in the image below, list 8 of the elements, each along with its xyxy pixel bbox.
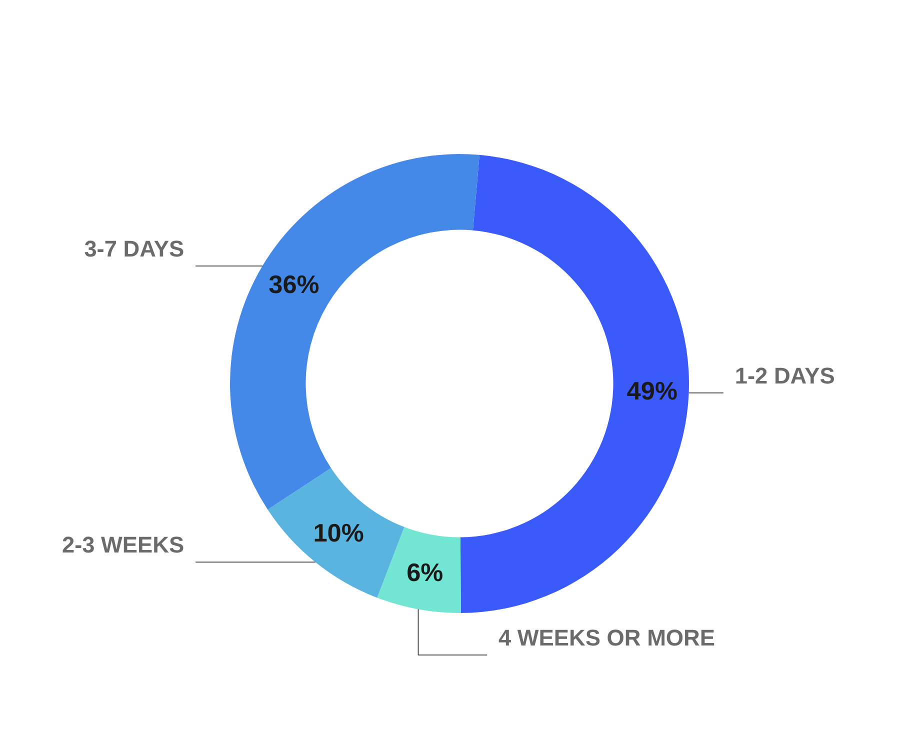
data-label: 49% [626, 377, 678, 406]
data-label: 10% [313, 520, 364, 548]
data-label: 36% [268, 270, 320, 299]
slice-label: 2-3 WEEKS [62, 532, 184, 558]
slice-label: 3-7 DAYS [84, 235, 184, 262]
slice-label: 4 WEEKS OR MORE [498, 624, 716, 650]
data-label: 6% [406, 559, 444, 588]
slice-label: 1-2 DAYS [734, 362, 835, 388]
